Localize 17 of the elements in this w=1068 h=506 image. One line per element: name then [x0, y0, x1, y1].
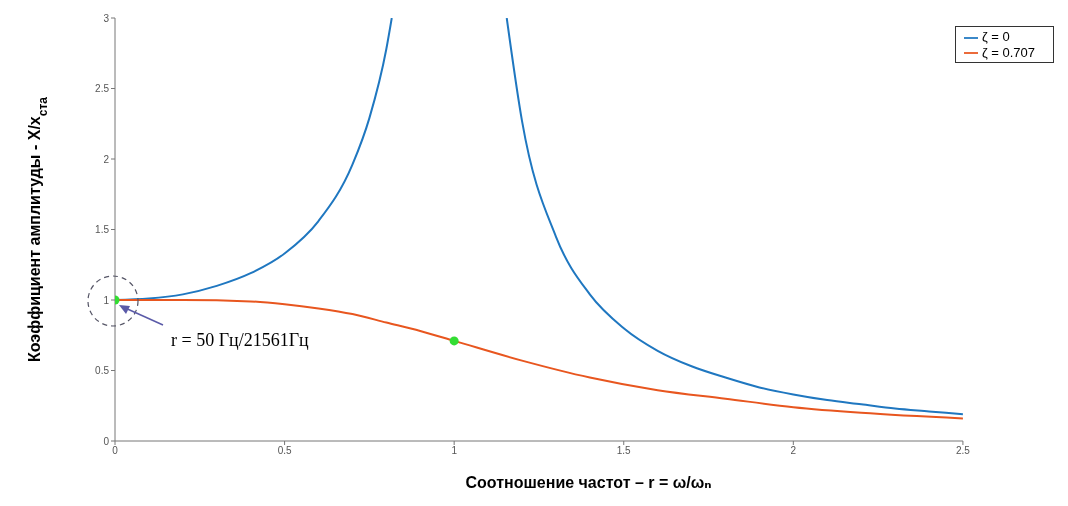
- x-tick-label: 0.5: [277, 445, 292, 457]
- x-tick-label: 1: [451, 445, 458, 457]
- y-tick-label: 0.5: [95, 365, 110, 377]
- x-tick-label: 2: [790, 445, 797, 457]
- y-tick-label: 1: [103, 294, 110, 306]
- x-tick-label: 0: [112, 445, 119, 457]
- y-tick-label: 0: [103, 435, 110, 447]
- annotation: r = 50 Гц/21561Гц: [171, 330, 310, 350]
- x-axis-title: Соотношение частот – r = ω/ωₙ: [465, 474, 712, 491]
- x-tick-label: 2.5: [955, 445, 971, 457]
- x-tick-label: 1.5: [616, 445, 632, 457]
- y-tick-label: 2: [103, 153, 110, 165]
- y-tick-label: 2.5: [95, 83, 110, 95]
- y-tick-label: 1.5: [95, 224, 110, 236]
- y-tick-label: 3: [103, 12, 110, 24]
- legend-label: ζ = 0.707: [981, 44, 1035, 60]
- legend-label: ζ = 0: [981, 29, 1010, 44]
